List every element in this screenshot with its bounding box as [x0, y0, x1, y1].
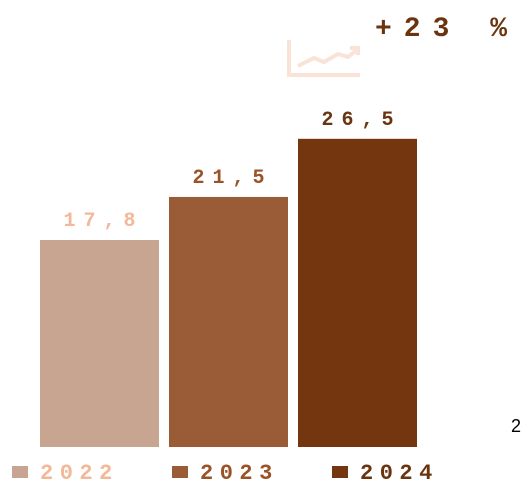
legend-swatch — [332, 466, 348, 478]
side-label: 2 — [511, 416, 521, 436]
value-label: 17,8 — [63, 210, 143, 233]
trend-icon — [287, 40, 360, 77]
legend-label: 2022 — [40, 461, 119, 479]
legend-swatch — [172, 466, 188, 478]
annotation: +23 % — [375, 14, 519, 45]
legend-label: 2024 — [360, 461, 439, 479]
value-label: 21,5 — [192, 167, 272, 190]
legend-label: 2023 — [200, 461, 279, 479]
bar — [40, 239, 159, 447]
value-label: 26,5 — [321, 109, 401, 132]
bar — [169, 196, 288, 447]
legend-swatch — [12, 466, 28, 478]
bar — [298, 138, 417, 447]
